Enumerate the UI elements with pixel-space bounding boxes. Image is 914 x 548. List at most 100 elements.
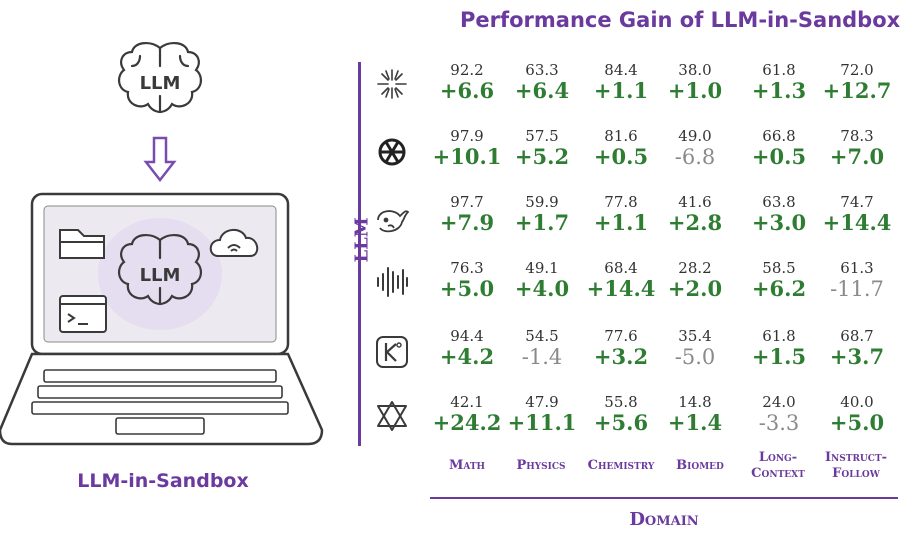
base-score: 61.3 — [840, 259, 874, 277]
gain-value: +5.2 — [514, 144, 570, 169]
score-cell: 61.8 +1.5 — [742, 328, 816, 369]
screen-brain-label: LLM — [140, 265, 181, 286]
gain-value: +4.0 — [514, 276, 570, 301]
base-score: 42.1 — [450, 393, 484, 411]
score-cell: 63.3 +6.4 — [505, 62, 579, 103]
starburst-logo-icon — [377, 69, 407, 99]
gain-value: +24.2 — [432, 410, 502, 435]
score-cell: 81.6 +0.5 — [584, 128, 658, 169]
gain-value: +1.3 — [751, 78, 807, 103]
gain-value: +1.7 — [514, 210, 570, 235]
base-score: 77.6 — [604, 327, 638, 345]
folder-icon — [59, 229, 105, 259]
figure-title: Performance Gain of LLM-in-Sandbox — [460, 8, 901, 32]
score-cell: 72.0 +12.7 — [820, 62, 894, 103]
x-axis-label: Domain — [629, 509, 699, 530]
score-cell: 59.9 +1.7 — [505, 194, 579, 235]
base-score: 61.8 — [762, 327, 796, 345]
score-cell: 63.8 +3.0 — [742, 194, 816, 235]
score-cell: 68.7 +3.7 — [820, 328, 894, 369]
base-score: 74.7 — [840, 193, 874, 211]
score-cell: 78.3 +7.0 — [820, 128, 894, 169]
score-cell: 55.8 +5.6 — [584, 394, 658, 435]
score-cell: 28.2 +2.0 — [658, 260, 732, 301]
screen-brain-icon — [118, 234, 202, 306]
cloud-wifi-icon — [209, 229, 259, 257]
y-axis-line — [358, 62, 361, 446]
gain-value: +0.5 — [593, 144, 649, 169]
score-cell: 61.3 -11.7 — [820, 259, 894, 302]
base-score: 55.8 — [604, 393, 638, 411]
gain-value: +0.5 — [751, 144, 807, 169]
base-score: 97.7 — [450, 193, 484, 211]
base-score: 63.8 — [762, 193, 796, 211]
gain-value: +3.0 — [751, 210, 807, 235]
score-cell: 49.1 +4.0 — [505, 260, 579, 301]
score-cell: 61.8 +1.3 — [742, 62, 816, 103]
base-score: 14.8 — [678, 393, 712, 411]
score-cell: 57.5 +5.2 — [505, 128, 579, 169]
score-cell: 49.0 -6.8 — [658, 127, 732, 170]
score-cell: 24.0 -3.3 — [742, 393, 816, 436]
base-score: 78.3 — [840, 127, 874, 145]
gain-value: +10.1 — [432, 144, 502, 169]
score-cell: 40.0 +5.0 — [820, 394, 894, 435]
gain-value: +1.0 — [667, 78, 723, 103]
base-score: 58.5 — [762, 259, 796, 277]
gain-value: -5.0 — [674, 345, 716, 369]
k-box-logo-icon — [376, 336, 408, 368]
score-cell: 74.7 +14.4 — [820, 194, 894, 235]
gain-value: +6.4 — [514, 78, 570, 103]
gain-value: +3.2 — [593, 344, 649, 369]
score-cell: 68.4 +14.4 — [584, 260, 658, 301]
base-score: 72.0 — [840, 61, 874, 79]
gain-value: +5.0 — [829, 410, 885, 435]
domain-label: Instruct-Follow — [824, 450, 888, 481]
gain-value: +14.4 — [822, 210, 892, 235]
sandbox-illustration: LLM LLM — [0, 42, 324, 446]
base-score: 41.6 — [678, 193, 712, 211]
score-cell: 14.8 +1.4 — [658, 394, 732, 435]
base-score: 77.8 — [604, 193, 638, 211]
gain-value: +4.2 — [439, 344, 495, 369]
base-score: 97.9 — [450, 127, 484, 145]
score-cell: 77.8 +1.1 — [584, 194, 658, 235]
gain-value: +5.6 — [593, 410, 649, 435]
score-cell: 41.6 +2.8 — [658, 194, 732, 235]
brain-top-label: LLM — [140, 73, 181, 94]
score-cell: 97.7 +7.9 — [430, 194, 504, 235]
gain-value: +6.6 — [439, 78, 495, 103]
score-cell: 77.6 +3.2 — [584, 328, 658, 369]
gain-value: +1.1 — [593, 210, 649, 235]
base-score: 49.1 — [525, 259, 559, 277]
gain-value: +1.4 — [667, 410, 723, 435]
gain-value: +3.7 — [829, 344, 885, 369]
gain-value: -3.3 — [758, 411, 800, 435]
gain-value: -11.7 — [830, 277, 884, 301]
whale-logo-icon — [377, 210, 410, 233]
score-cell: 42.1 +24.2 — [430, 394, 504, 435]
base-score: 35.4 — [678, 327, 712, 345]
score-cell: 58.5 +6.2 — [742, 260, 816, 301]
sandbox-caption: LLM-in-Sandbox — [77, 470, 249, 492]
score-cell: 38.0 +1.0 — [658, 62, 732, 103]
domain-label: Long-Context — [751, 450, 805, 481]
gain-value: +11.1 — [507, 410, 577, 435]
gain-value: +2.8 — [667, 210, 723, 235]
base-score: 54.5 — [525, 327, 559, 345]
base-score: 63.3 — [525, 61, 559, 79]
base-score: 84.4 — [604, 61, 638, 79]
y-axis-label: LLM — [351, 217, 373, 263]
base-score: 24.0 — [762, 393, 796, 411]
interlaced-triangle-logo-icon — [377, 401, 407, 431]
gain-value: +12.7 — [822, 78, 892, 103]
down-arrow-icon — [143, 136, 177, 183]
base-score: 49.0 — [678, 127, 712, 145]
score-cell: 92.2 +6.6 — [430, 62, 504, 103]
score-cell: 84.4 +1.1 — [584, 62, 658, 103]
base-score: 92.2 — [450, 61, 484, 79]
base-score: 61.8 — [762, 61, 796, 79]
gain-value: +2.0 — [667, 276, 723, 301]
score-cell: 66.8 +0.5 — [742, 128, 816, 169]
domain-label: Chemistry — [587, 458, 655, 473]
